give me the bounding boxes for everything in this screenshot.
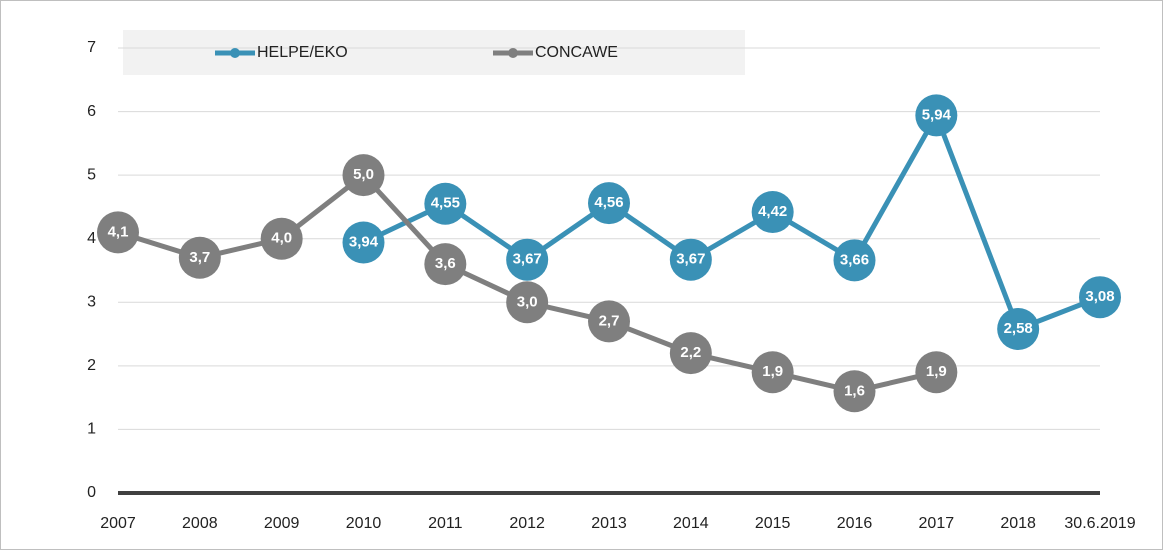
data-label: 3,67: [676, 251, 705, 268]
point-marker: [506, 281, 549, 324]
data-label: 4,1: [108, 223, 129, 240]
x-tick-label: 2017: [919, 515, 955, 532]
data-label: 4,56: [594, 194, 623, 211]
data-label: 5,0: [353, 166, 374, 183]
data-label: 1,6: [844, 382, 865, 399]
point-marker: [424, 243, 467, 286]
point-marker: [178, 236, 221, 279]
x-tick-label: 2018: [1000, 515, 1036, 532]
point-marker: [588, 300, 630, 343]
point-marker: [997, 307, 1040, 350]
point-marker: [915, 94, 958, 137]
data-label: 2,58: [1004, 320, 1033, 337]
x-tick-label: 2013: [591, 515, 627, 532]
data-label: 3,6: [435, 255, 456, 272]
data-label: 3,66: [840, 251, 869, 268]
point-marker: [424, 182, 467, 225]
point-marker: [260, 217, 303, 260]
point-marker: [915, 351, 958, 394]
point-marker: [1079, 276, 1121, 319]
point-marker: [588, 182, 630, 225]
y-tick-label: 4: [87, 230, 96, 247]
data-label: 2,2: [680, 344, 701, 361]
data-label: 3,08: [1085, 288, 1114, 305]
point-marker: [669, 238, 712, 281]
data-label: 3,94: [349, 233, 379, 250]
x-tick-label: 2014: [673, 515, 709, 532]
legend-label: CONCAWE: [535, 44, 618, 61]
point-marker: [342, 154, 385, 197]
x-tick-label: 2010: [346, 515, 382, 532]
point-marker: [751, 191, 794, 234]
y-tick-label: 3: [87, 294, 96, 311]
point-marker: [751, 351, 794, 394]
x-tick-label: 2007: [100, 515, 136, 532]
point-marker: [669, 332, 712, 375]
x-tick-label: 2008: [182, 515, 218, 532]
y-tick-label: 6: [87, 103, 96, 120]
y-tick-label: 0: [87, 484, 96, 501]
data-label: 3,7: [189, 249, 210, 266]
data-label: 3,0: [517, 293, 538, 310]
legend-marker: [508, 48, 518, 58]
point-marker: [97, 211, 139, 254]
y-tick-label: 5: [87, 166, 96, 183]
point-marker: [506, 238, 549, 281]
x-tick-label: 2016: [837, 515, 873, 532]
point-marker: [833, 370, 876, 413]
data-label: 5,94: [922, 106, 952, 123]
x-tick-label: 2012: [509, 515, 545, 532]
data-label: 3,67: [513, 251, 542, 268]
y-tick-label: 1: [87, 421, 96, 438]
data-label: 4,0: [271, 230, 292, 247]
x-tick-label: 2011: [428, 515, 463, 532]
legend-label: HELPE/EKO: [257, 44, 348, 61]
series-line: [362, 112, 1101, 332]
x-tick-label: 2015: [755, 515, 791, 532]
y-tick-label: 7: [87, 39, 96, 56]
data-label: 1,9: [926, 363, 947, 380]
data-label: 2,7: [599, 312, 620, 329]
legend-marker: [230, 48, 240, 58]
y-tick-label: 2: [87, 357, 96, 374]
x-tick-label: 30.6.2019: [1064, 515, 1135, 532]
x-tick-label: 2009: [264, 515, 300, 532]
data-label: 4,42: [758, 203, 787, 220]
point-marker: [833, 239, 876, 282]
point-marker: [342, 221, 385, 264]
data-label: 1,9: [762, 363, 783, 380]
data-label: 4,55: [431, 195, 460, 212]
